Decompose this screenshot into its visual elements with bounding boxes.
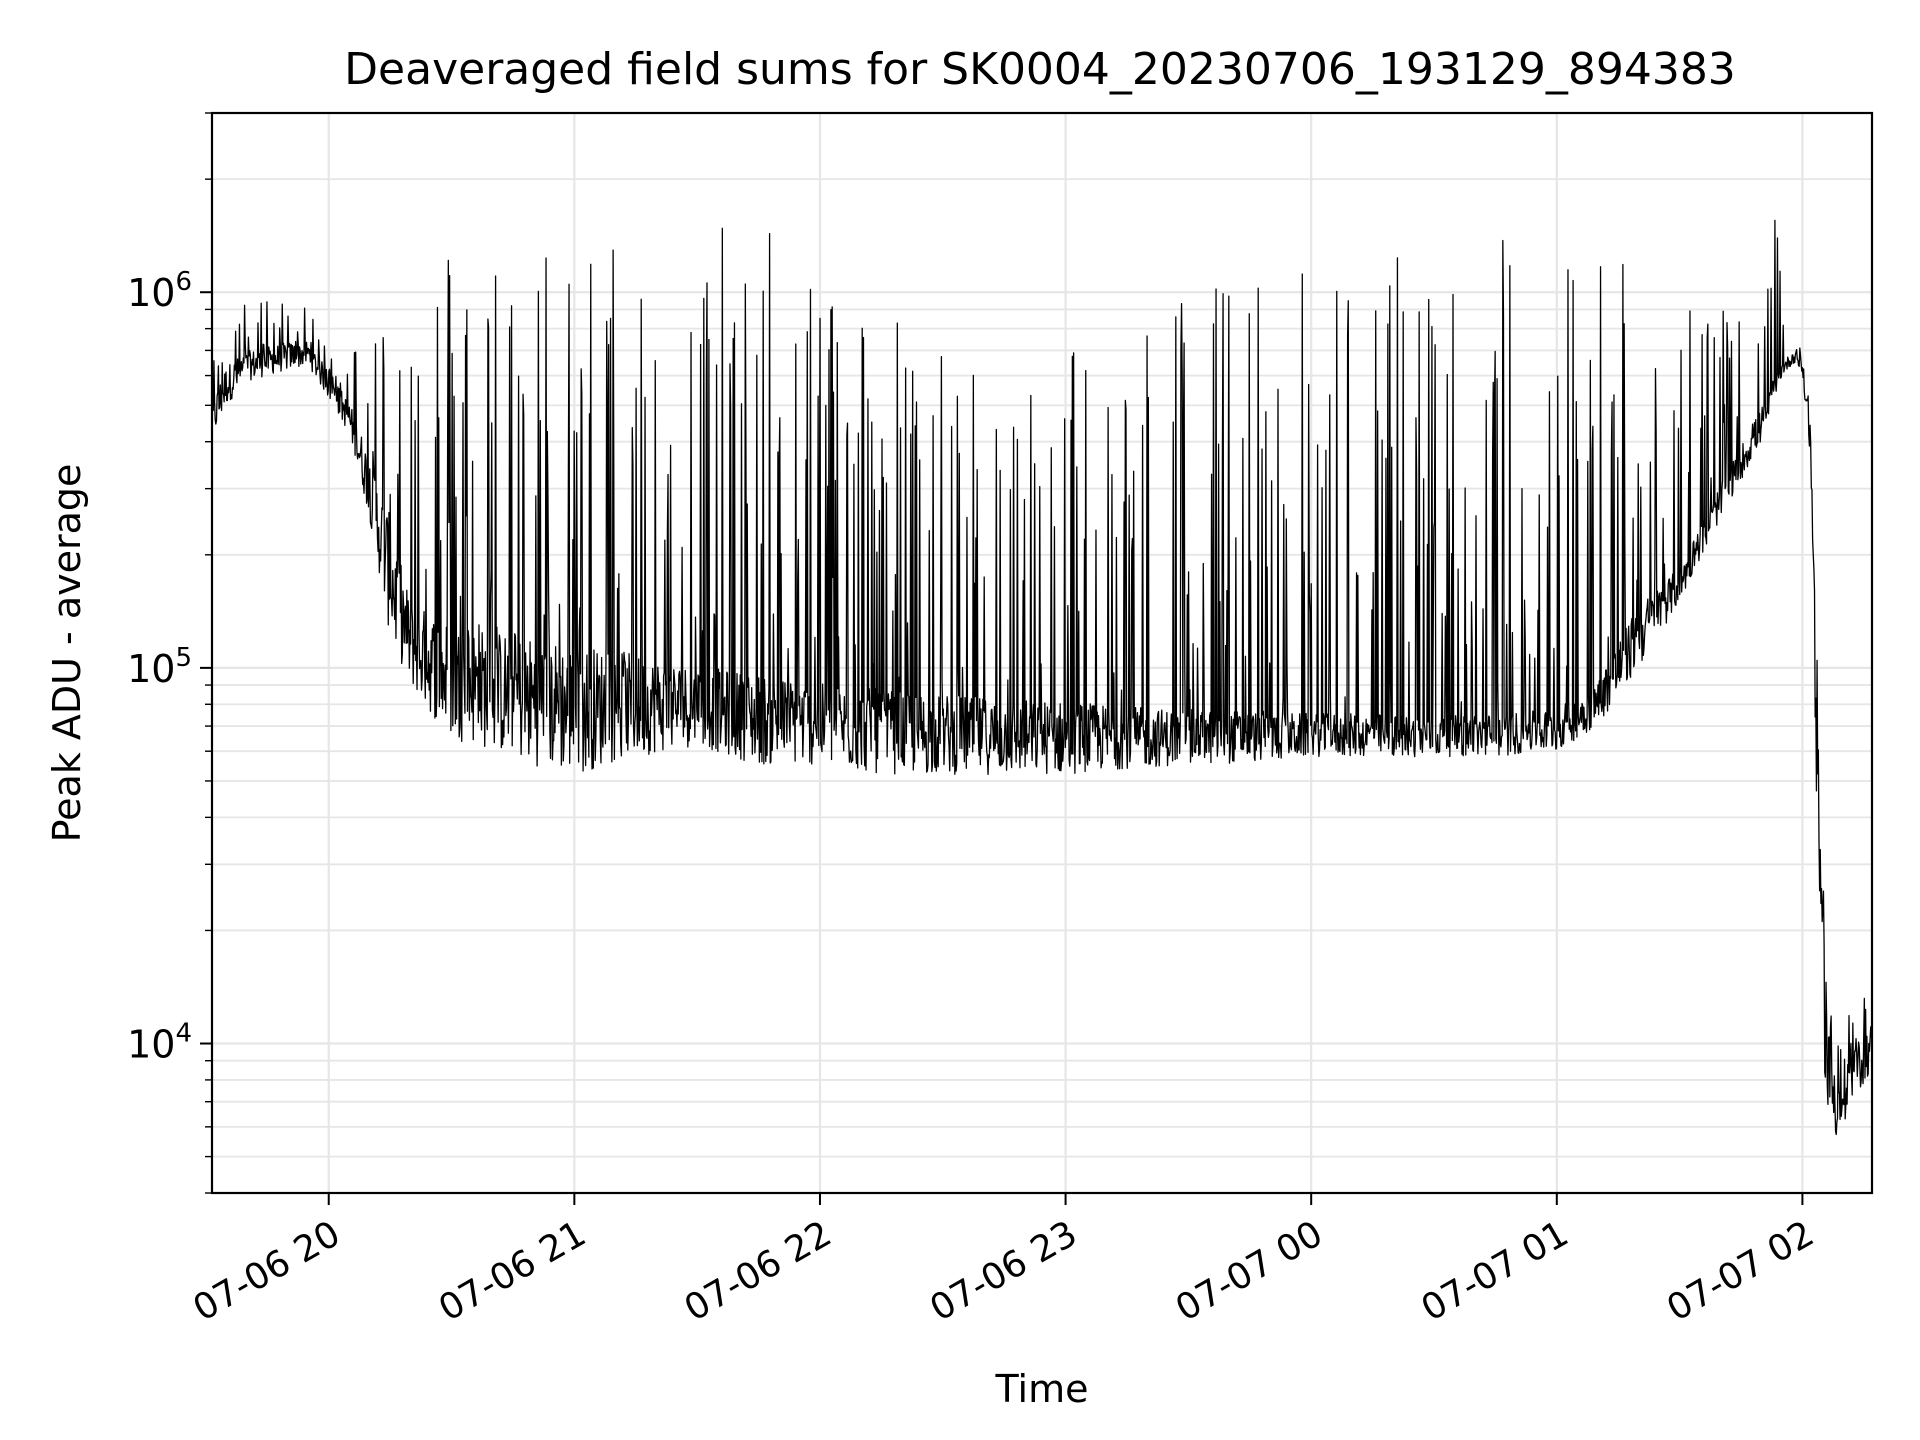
y-axis: 104 105 106: [127, 112, 212, 1194]
grid-lines: [212, 112, 1872, 1194]
y-tick-label: 104: [127, 1019, 192, 1067]
chart-title: Deaveraged field sums for SK0004_2023070…: [344, 44, 1736, 95]
y-tick-label: 106: [127, 267, 192, 315]
series-line: [211, 219, 1873, 1136]
series-path: [211, 219, 1873, 1136]
y-tick-label: 105: [127, 643, 192, 691]
y-axis-label: Peak ADU - average: [45, 464, 89, 843]
x-axis-label: Time: [995, 1367, 1089, 1411]
plot-area-frame: [210, 111, 1874, 1195]
